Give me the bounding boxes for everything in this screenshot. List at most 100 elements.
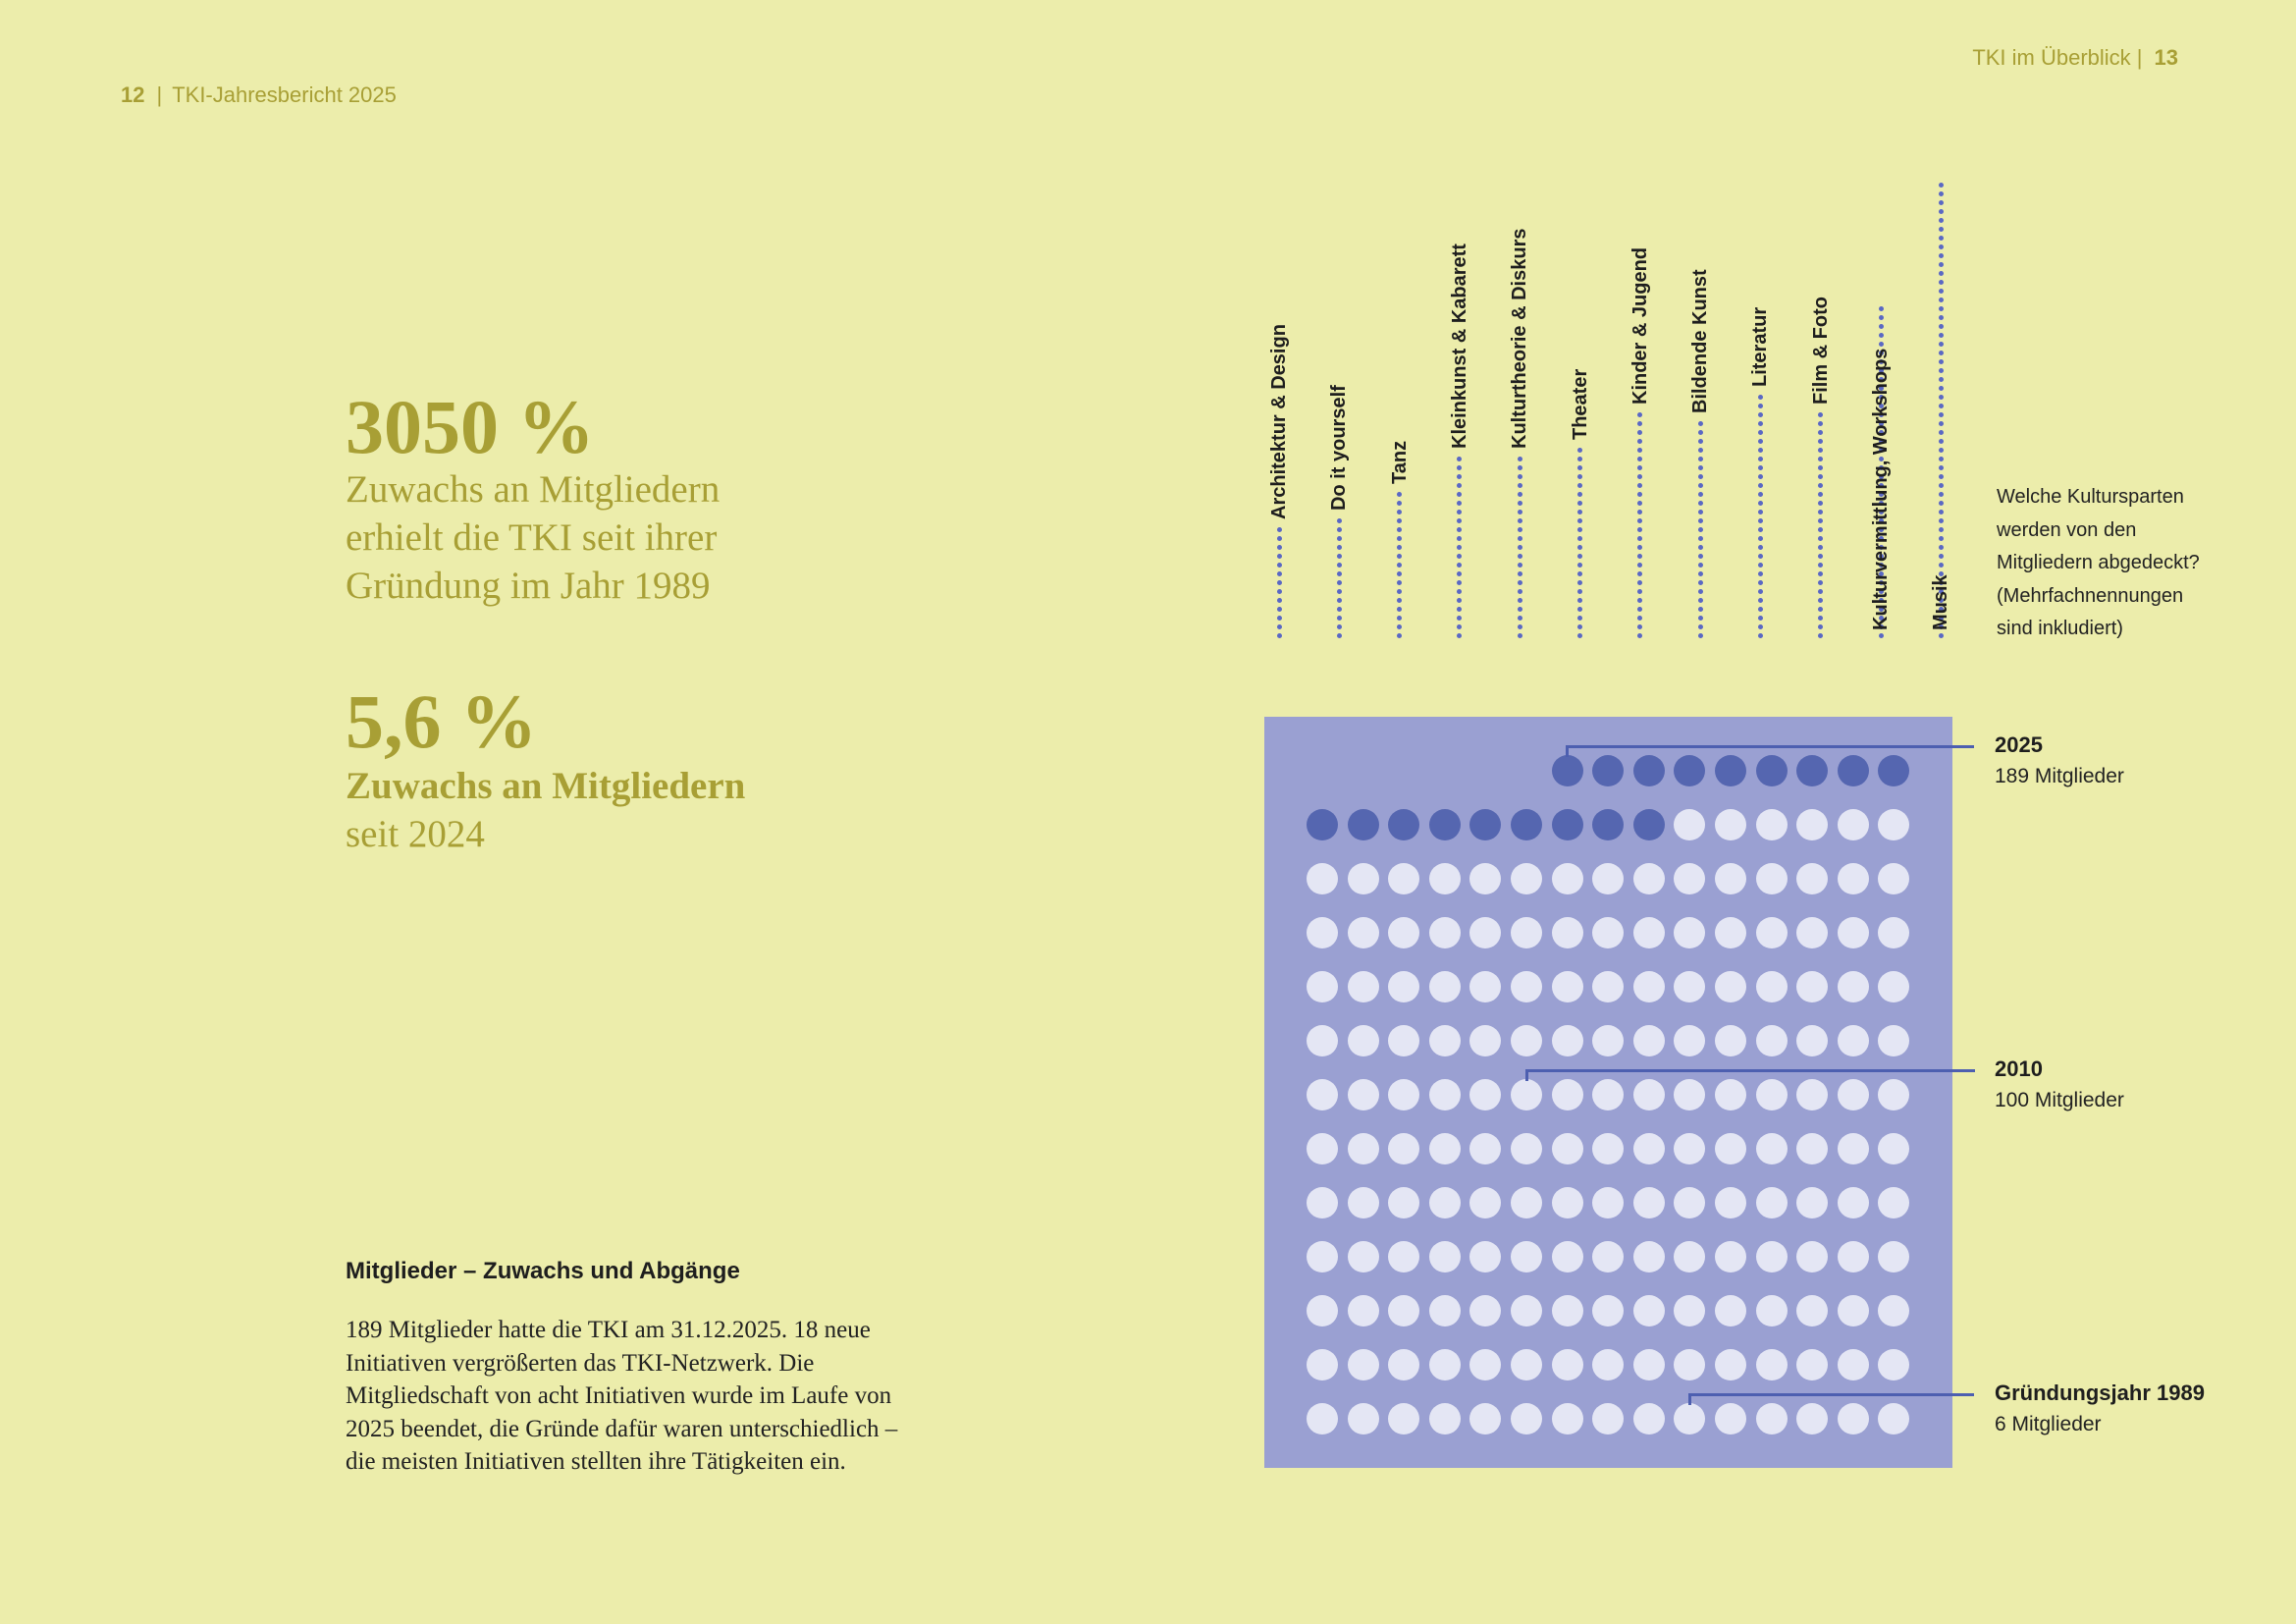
- member-dot: [1469, 971, 1502, 1002]
- caption-line: Gründung im Jahr 1989: [346, 565, 711, 607]
- category-dot: [1577, 464, 1582, 470]
- category-dot: [1457, 623, 1463, 629]
- member-dot: [1632, 917, 1665, 948]
- category-dot: [1457, 553, 1463, 559]
- category-dot: [1757, 491, 1763, 497]
- category-dot: [1457, 606, 1463, 612]
- category-dot: [1938, 182, 1944, 188]
- category-dot: [1697, 615, 1703, 621]
- member-dot: [1715, 1187, 1746, 1218]
- category-dot: [1397, 526, 1403, 532]
- category-dot: [1697, 588, 1703, 594]
- member-dot: [1592, 1025, 1625, 1056]
- category-dot: [1757, 517, 1763, 523]
- member-dot: [1307, 863, 1338, 894]
- category-dot: [1697, 491, 1703, 497]
- category-dot: [1637, 491, 1643, 497]
- category-dot: [1637, 456, 1643, 461]
- category-dot: [1336, 588, 1342, 594]
- category-dot: [1757, 403, 1763, 408]
- member-dot: [1632, 1241, 1665, 1272]
- category-dot: [1336, 623, 1342, 629]
- category-dot: [1697, 526, 1703, 532]
- member-dot: [1674, 917, 1706, 948]
- member-dot: [1674, 1025, 1706, 1056]
- category-label: Kinder & Jugend: [1629, 246, 1651, 405]
- member-dot: [1878, 1241, 1910, 1272]
- member-dot: [1674, 1403, 1706, 1435]
- callout-year: 2025: [1995, 732, 2043, 757]
- category-dot: [1336, 553, 1342, 559]
- category-dot: [1938, 632, 1944, 638]
- category-dot: [1938, 297, 1944, 302]
- member-dot: [1511, 1241, 1542, 1272]
- member-dot: [1307, 1079, 1338, 1110]
- category-dot: [1938, 411, 1944, 417]
- category-dot: [1757, 579, 1763, 585]
- question-line: Mitgliedern abgedeckt?: [1997, 552, 2200, 573]
- category-dot: [1697, 500, 1703, 506]
- category-dot: [1517, 553, 1522, 559]
- member-dot: [1511, 971, 1542, 1002]
- category-dot: [1757, 535, 1763, 541]
- category-dot: [1336, 632, 1342, 638]
- category-dot: [1818, 473, 1824, 479]
- category-dot: [1577, 526, 1582, 532]
- category-dot: [1938, 217, 1944, 223]
- category-dot: [1517, 509, 1522, 514]
- member-dot: [1837, 1403, 1869, 1435]
- header-separator: |: [156, 82, 163, 107]
- category-dot: [1397, 500, 1403, 506]
- category-dot: [1757, 553, 1763, 559]
- category-dot: [1697, 464, 1703, 470]
- category-dot: [1276, 579, 1282, 585]
- category-dot: [1757, 482, 1763, 488]
- category-dot: [1276, 535, 1282, 541]
- category-dot: [1397, 553, 1403, 559]
- category-dot: [1276, 606, 1282, 612]
- category-dot: [1878, 332, 1884, 338]
- category-dot: [1577, 632, 1582, 638]
- report-title: TKI-Jahresbericht 2025: [172, 82, 397, 107]
- member-dot: [1511, 917, 1542, 948]
- category-dot: [1818, 526, 1824, 532]
- category-dot: [1938, 509, 1944, 514]
- category-dot: [1517, 562, 1522, 568]
- category-dot: [1878, 517, 1884, 523]
- callout-line: [1687, 1392, 1975, 1396]
- category-dot: [1457, 535, 1463, 541]
- category-dot: [1457, 473, 1463, 479]
- stat-value-growth-since-2024: 5,6 %: [346, 678, 537, 764]
- category-dot: [1457, 500, 1463, 506]
- category-dot: [1757, 456, 1763, 461]
- member-dot-new: [1674, 755, 1706, 786]
- member-dot: [1551, 1295, 1583, 1326]
- member-dot: [1837, 809, 1869, 840]
- body-line: Initiativen vergrößerten das TKI-Netzwer…: [346, 1349, 815, 1377]
- member-dot: [1428, 1403, 1461, 1435]
- question-line: werden von den: [1997, 518, 2137, 541]
- category-dot: [1457, 597, 1463, 603]
- member-dot: [1511, 863, 1542, 894]
- category-dot: [1757, 562, 1763, 568]
- category-dot: [1938, 500, 1944, 506]
- category-dot: [1818, 615, 1824, 621]
- category-dot: [1637, 500, 1643, 506]
- member-dot: [1307, 1133, 1338, 1164]
- category-dot: [1878, 367, 1884, 373]
- member-dot: [1878, 1187, 1910, 1218]
- member-dot: [1674, 863, 1706, 894]
- category-dot: [1397, 517, 1403, 523]
- category-dot: [1577, 491, 1582, 497]
- category-dot: [1637, 553, 1643, 559]
- member-dot: [1469, 1025, 1502, 1056]
- member-dot: [1796, 1025, 1829, 1056]
- question-line: sind inkludiert): [1997, 618, 2123, 639]
- category-dot: [1818, 544, 1824, 550]
- category-dot: [1938, 367, 1944, 373]
- category-dot: [1457, 517, 1463, 523]
- member-dot: [1388, 1403, 1420, 1435]
- stat-caption-growth-since-founding: Zuwachs an Mitgliedern erhielt die TKI s…: [346, 465, 720, 610]
- category-dot: [1938, 491, 1944, 497]
- category-dot: [1336, 544, 1342, 550]
